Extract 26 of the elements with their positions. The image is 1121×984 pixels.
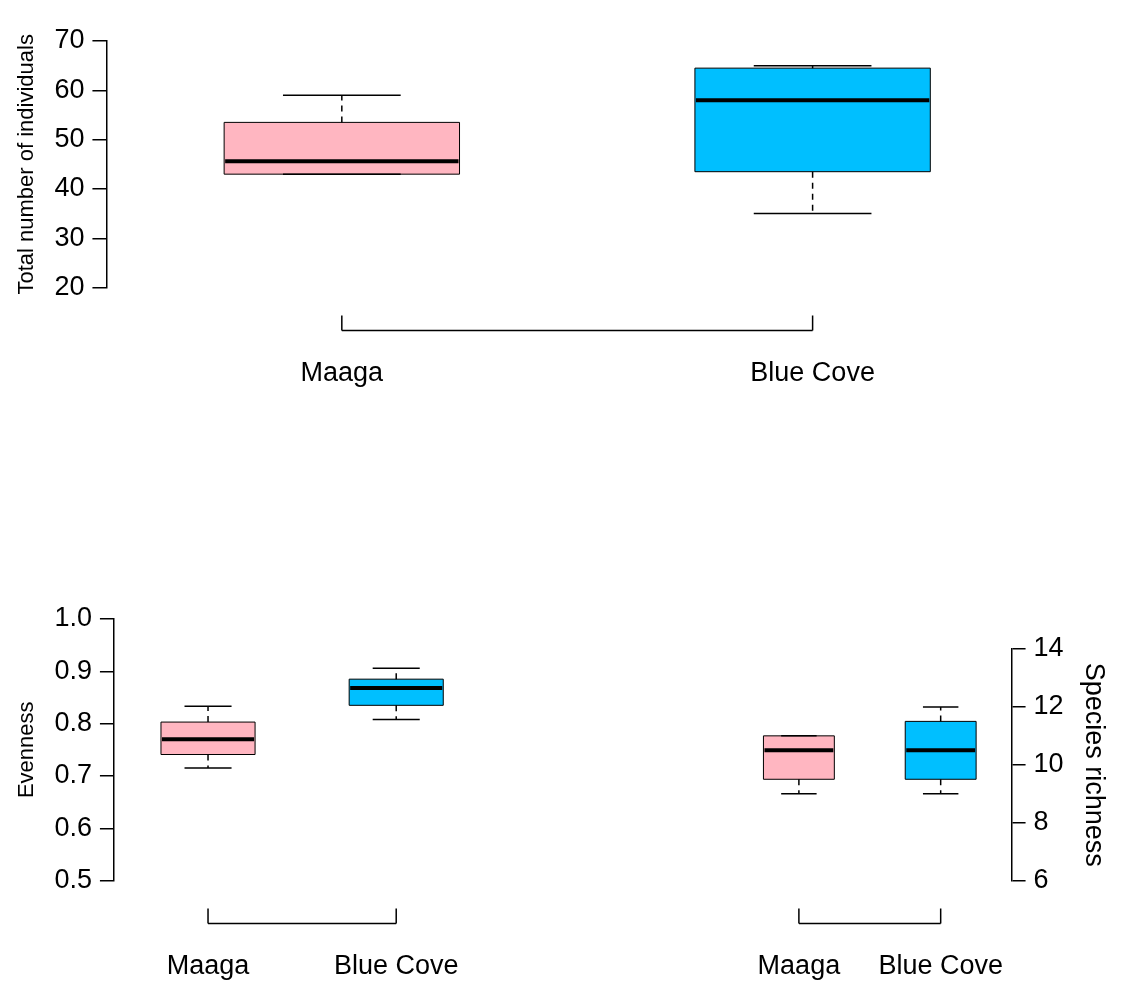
y-tick-label: 0.8 [54, 707, 92, 738]
x-tick-label: Maaga [757, 950, 842, 981]
x-tick-label: Maaga [300, 357, 385, 388]
y-tick-label: 0.7 [54, 759, 92, 790]
y-tick-label: 30 [54, 221, 85, 252]
y-tick-label: 20 [54, 271, 85, 302]
y-axis-title: Total number of individuals [13, 34, 39, 295]
x-tick-label: Blue Cove [333, 950, 459, 981]
y2-tick-label: 12 [1033, 690, 1064, 721]
y-axis-title: Evenness [13, 701, 39, 799]
y2-tick-label: 6 [1033, 864, 1049, 895]
x-tick-label: Maaga [166, 950, 251, 981]
y-tick-label: 50 [54, 123, 85, 154]
x-tick-label: Blue Cove [878, 950, 1003, 981]
y-tick-label: 0.6 [54, 811, 92, 842]
x-tick-label: Blue Cove [750, 357, 875, 388]
y-tick-label: 40 [54, 172, 85, 203]
y2-tick-label: 8 [1033, 806, 1049, 837]
y2-tick-label: 10 [1033, 748, 1064, 779]
y-tick-label: 70 [54, 24, 85, 55]
y2-tick-label: 14 [1033, 632, 1064, 663]
y-tick-label: 0.9 [54, 654, 92, 685]
y-tick-label: 1.0 [54, 602, 92, 633]
y2-axis-title: Species richness [1080, 662, 1111, 867]
y-tick-label: 0.5 [54, 864, 92, 895]
y-tick-label: 60 [54, 73, 85, 104]
